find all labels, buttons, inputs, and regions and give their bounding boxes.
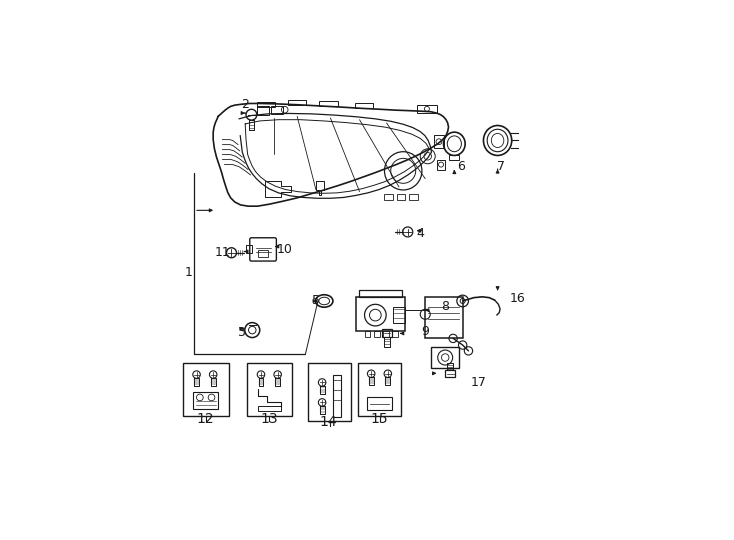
Text: 8: 8 [441, 300, 448, 313]
Bar [446, 370, 455, 377]
Bar [417, 105, 437, 113]
Bar [449, 156, 459, 160]
Text: 16: 16 [509, 292, 526, 305]
Text: 4: 4 [416, 227, 424, 240]
Bar [333, 375, 341, 416]
Text: 17: 17 [470, 376, 487, 389]
Text: 7: 7 [497, 160, 505, 173]
Text: 5: 5 [312, 294, 320, 307]
Bar [258, 250, 268, 257]
Bar [385, 194, 393, 199]
Bar [183, 362, 228, 416]
Text: 2: 2 [241, 98, 249, 111]
Bar [392, 332, 398, 337]
Text: 3: 3 [237, 327, 245, 340]
Text: 1: 1 [184, 266, 192, 279]
Bar [257, 106, 269, 114]
Bar [425, 297, 462, 339]
Bar [437, 160, 446, 170]
Text: 14: 14 [319, 415, 337, 429]
Bar [247, 362, 292, 416]
Bar [319, 100, 338, 105]
Text: 13: 13 [261, 412, 278, 426]
Bar [367, 396, 392, 410]
Bar [288, 100, 306, 105]
Bar [410, 194, 418, 199]
Text: 9: 9 [421, 325, 429, 338]
Text: 10: 10 [277, 244, 293, 256]
Bar [355, 103, 373, 107]
Text: 6: 6 [457, 160, 465, 173]
Bar [359, 290, 401, 297]
Bar [257, 102, 275, 107]
Bar [435, 136, 443, 148]
Bar [393, 307, 405, 323]
Bar [397, 194, 405, 199]
Bar [365, 332, 371, 337]
Bar [193, 393, 218, 409]
Bar [247, 245, 252, 253]
Bar [272, 106, 283, 114]
Bar [431, 347, 459, 368]
Bar [374, 332, 379, 337]
Bar [258, 406, 281, 411]
Bar [382, 329, 391, 337]
Text: 11: 11 [214, 246, 230, 259]
Bar [383, 332, 388, 337]
Text: 12: 12 [197, 412, 214, 426]
Bar [308, 362, 351, 421]
Text: 15: 15 [371, 412, 388, 426]
Bar [357, 362, 401, 416]
Bar [356, 297, 405, 332]
